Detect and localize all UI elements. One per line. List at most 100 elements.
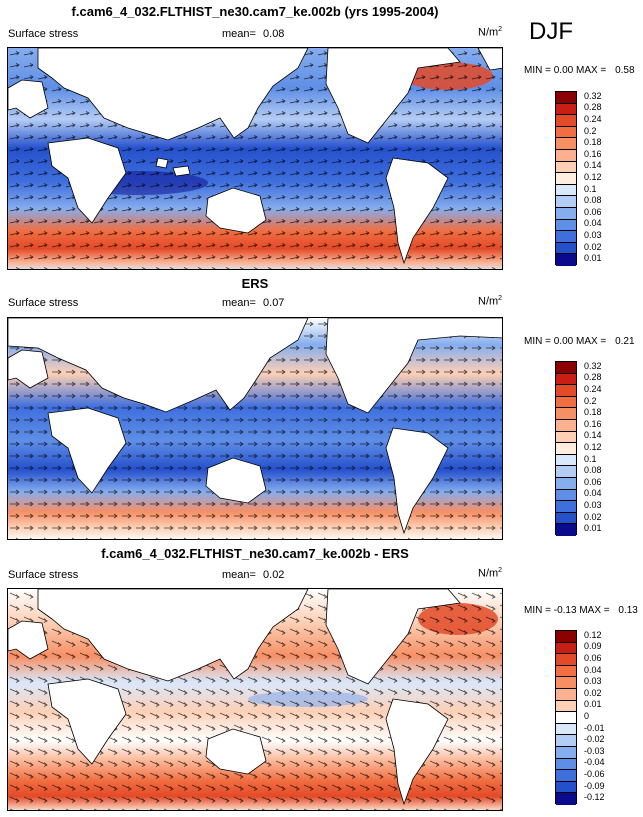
colorbar-segment	[556, 103, 576, 116]
colorbar-tick-label: 0.1	[584, 453, 597, 464]
panel3-min-label: MIN =	[524, 605, 551, 616]
colorbar-tick-label: 0.01	[584, 523, 602, 534]
colorbar-tick-label: -0.01	[584, 722, 605, 733]
panel1-units: N/m2	[478, 26, 502, 39]
panel2-minmax: MIN = 0.00 MAX = 0.21	[524, 336, 635, 347]
panel1-map	[7, 47, 503, 270]
colorbar-segment	[556, 126, 576, 139]
colorbar-segment	[556, 254, 576, 266]
colorbar-segment	[556, 219, 576, 232]
colorbar-tick-label: 0	[584, 711, 590, 721]
colorbar-segment	[556, 489, 576, 502]
colorbar-tick-label: 0.28	[584, 372, 602, 383]
colorbar-tick-label: 0.28	[584, 102, 602, 113]
colorbar-segment	[556, 115, 576, 127]
colorbar-segment	[556, 758, 576, 771]
colorbar-segment	[556, 184, 576, 197]
colorbar-segment	[556, 688, 576, 701]
colorbar-tick-label: 0.2	[584, 125, 597, 136]
colorbar-tick-label: 0.02	[584, 511, 602, 522]
panel3-max-label: MAX =	[579, 605, 610, 616]
panel2-min-value: 0.00	[553, 336, 574, 347]
colorbar-tick-label: 0.32	[584, 90, 602, 101]
panel2-colorbar	[555, 361, 577, 536]
panel1-minmax: MIN = 0.00 MAX = 0.58	[524, 65, 635, 76]
colorbar-tick-label: -0.09	[584, 780, 605, 791]
colorbar-tick-label: 0.01	[584, 699, 602, 710]
colorbar-tick-label: 0.16	[584, 148, 602, 159]
panel2-mean: mean= 0.07	[222, 297, 284, 309]
colorbar-tick-label: 0.14	[584, 160, 602, 171]
panel1-title: f.cam6_4_032.FLTHIST_ne30.cam7_ke.002b (…	[71, 4, 439, 19]
panel2-min-label: MIN =	[524, 336, 551, 347]
colorbar-segment	[556, 373, 576, 386]
panel2-variable: Surface stress	[8, 297, 79, 309]
panel1-variable: Surface stress	[8, 28, 79, 40]
panel2-units: N/m2	[478, 295, 502, 308]
colorbar-segment	[556, 385, 576, 397]
colorbar-tick-label: 0.08	[584, 465, 602, 476]
colorbar-segment	[556, 362, 576, 374]
panel3-mean-value: 0.02	[263, 569, 285, 581]
colorbar-segment	[556, 477, 576, 490]
colorbar-segment	[556, 431, 576, 444]
colorbar-tick-label: 0.18	[584, 137, 602, 148]
colorbar-segment	[556, 196, 576, 208]
colorbar-segment	[556, 781, 576, 794]
colorbar-segment	[556, 242, 576, 255]
colorbar-tick-label: 0.08	[584, 195, 602, 206]
panel3-units: N/m2	[478, 567, 502, 580]
colorbar-segment	[556, 173, 576, 185]
colorbar-tick-label: -0.02	[584, 734, 605, 745]
panel3-colorbar	[555, 630, 577, 805]
colorbar-tick-label: 0.04	[584, 664, 602, 675]
panel3-max-value: 0.13	[618, 605, 638, 616]
panel3-title: f.cam6_4_032.FLTHIST_ne30.cam7_ke.002b -…	[101, 546, 409, 561]
colorbar-segment	[556, 454, 576, 467]
colorbar-segment	[556, 677, 576, 689]
panel3-units-text: N/m	[478, 567, 499, 580]
panel2-mean-value: 0.07	[263, 297, 285, 309]
colorbar-segment	[556, 631, 576, 643]
panel1-min-label: MIN =	[524, 65, 551, 76]
colorbar-segment	[556, 524, 576, 536]
colorbar-tick-label: 0.09	[584, 641, 602, 652]
panel1-max-value: 0.58	[615, 65, 635, 76]
colorbar-segment	[556, 512, 576, 525]
colorbar-segment	[556, 207, 576, 220]
colorbar-tick-label: -0.04	[584, 757, 605, 768]
panel1-units-sup: 2	[498, 26, 503, 33]
colorbar-tick-label: 0.02	[584, 241, 602, 252]
colorbar-segment	[556, 723, 576, 736]
colorbar-segment	[556, 642, 576, 655]
panel1-mean-value: 0.08	[263, 28, 285, 40]
panel1-min-value: 0.00	[553, 65, 574, 76]
colorbar-tick-label: 0.12	[584, 172, 602, 182]
panel1-units-text: N/m	[478, 26, 499, 39]
panel2-max-label: MAX =	[575, 336, 607, 347]
colorbar-tick-label: 0.12	[584, 442, 602, 452]
panel2-max-value: 0.21	[615, 336, 635, 347]
colorbar-segment	[556, 770, 576, 782]
panel3-mean-label: mean=	[222, 569, 256, 581]
colorbar-tick-label: 0.24	[584, 384, 602, 394]
colorbar-segment	[556, 443, 576, 455]
colorbar-tick-label: 0.06	[584, 653, 602, 663]
colorbar-segment	[556, 92, 576, 104]
colorbar-segment	[556, 700, 576, 713]
colorbar-segment	[556, 665, 576, 678]
panel1-max-label: MAX =	[575, 65, 607, 76]
colorbar-segment	[556, 712, 576, 724]
panel3-minmax: MIN = -0.13 MAX = 0.13	[524, 605, 638, 616]
season-label: DJF	[529, 18, 573, 45]
colorbar-tick-label: 0.14	[584, 430, 602, 441]
colorbar-segment	[556, 793, 576, 805]
panel2-units-text: N/m	[478, 295, 499, 308]
panel3-mean: mean= 0.02	[222, 569, 284, 581]
colorbar-tick-label: 0.01	[584, 253, 602, 264]
colorbar-tick-label: 0.04	[584, 488, 602, 499]
panel3-units-sup: 2	[498, 567, 503, 574]
colorbar-segment	[556, 466, 576, 478]
colorbar-tick-label: 0.32	[584, 360, 602, 371]
colorbar-tick-label: 0.16	[584, 418, 602, 429]
